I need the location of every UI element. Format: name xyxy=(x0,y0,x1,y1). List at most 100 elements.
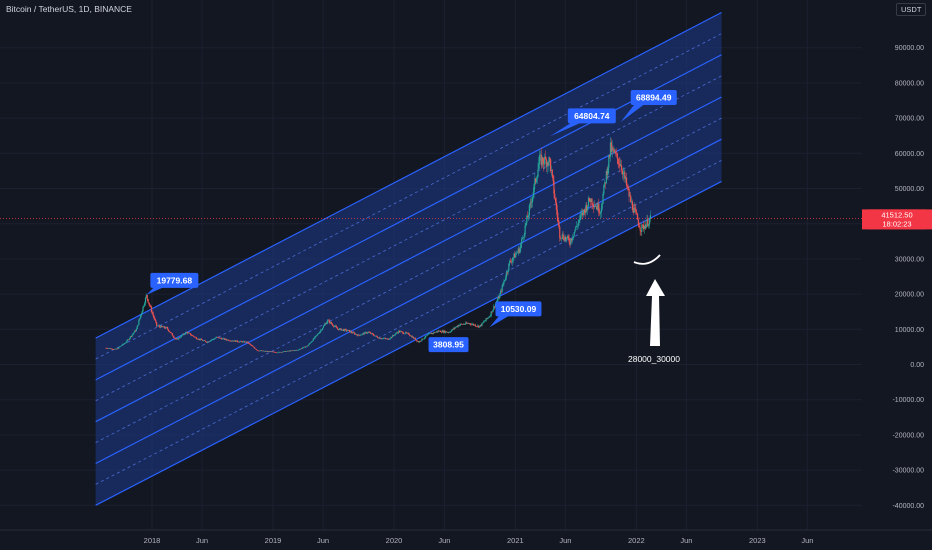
x-axis[interactable]: 2018 Jun 2019 Jun 2020 Jun 2021 Jun 2022 Jun 2023 J… xyxy=(0,529,932,550)
candle-body xyxy=(423,338,425,340)
x-tick-label: 2019 xyxy=(265,536,282,545)
candle-body xyxy=(321,329,323,331)
candle-body xyxy=(555,202,558,210)
parallel-channel[interactable] xyxy=(95,11,722,506)
candle-body xyxy=(268,351,270,352)
candle-body xyxy=(265,350,267,352)
candle-body xyxy=(414,338,416,340)
candle-body xyxy=(285,351,287,352)
candle-body xyxy=(565,236,567,240)
candle-body xyxy=(273,351,275,353)
candle-body xyxy=(346,330,348,332)
support-label: 28000_30000 xyxy=(628,354,680,364)
candle-body xyxy=(370,332,372,334)
candle-body xyxy=(646,219,648,225)
candle-body xyxy=(498,296,500,299)
candle-body xyxy=(435,331,437,333)
candle-body xyxy=(428,333,430,335)
candle-body xyxy=(375,335,377,337)
candle-body xyxy=(289,350,291,352)
candle-body xyxy=(167,329,170,332)
candle-body xyxy=(319,331,321,334)
candle-body xyxy=(300,348,302,350)
candle-body xyxy=(451,329,453,331)
candle-body xyxy=(128,339,130,341)
candle-body xyxy=(235,340,237,342)
candle-body xyxy=(343,329,346,331)
candle-body xyxy=(331,323,333,325)
candle-body xyxy=(324,323,326,325)
candle-body xyxy=(126,340,128,343)
candle-body xyxy=(401,331,403,333)
price-callout[interactable]: 68894.49 xyxy=(620,89,677,122)
candle-body xyxy=(248,343,250,344)
candle-body xyxy=(188,332,190,334)
candle-body xyxy=(514,253,516,258)
channel-line xyxy=(95,96,722,423)
candle-body xyxy=(574,229,576,233)
callout-label: 10530.09 xyxy=(501,304,537,314)
candle-body xyxy=(648,224,650,227)
candle-body xyxy=(472,323,474,325)
candle-body xyxy=(244,341,246,343)
candle-body xyxy=(374,335,376,337)
candle-body xyxy=(627,187,629,189)
candle-body xyxy=(455,327,457,329)
candle-body xyxy=(431,333,433,334)
candle-body xyxy=(271,351,273,353)
candle-body xyxy=(111,348,113,350)
candle-body xyxy=(230,340,232,342)
candle-body xyxy=(164,327,166,329)
candle-body xyxy=(535,179,538,183)
candle-body xyxy=(118,346,121,348)
price-callout[interactable]: 3808.95 xyxy=(419,337,469,353)
candle-body xyxy=(303,346,305,348)
candle-body xyxy=(343,329,345,331)
candle-body xyxy=(390,336,392,339)
candle-body xyxy=(548,157,550,166)
candle-body xyxy=(262,350,264,352)
candle-body xyxy=(310,342,312,344)
currency-badge[interactable]: USDT xyxy=(896,3,927,16)
candle-body xyxy=(321,328,324,330)
candle-body xyxy=(636,212,638,215)
price-callout[interactable]: 64804.74 xyxy=(549,108,616,137)
candle-body xyxy=(553,180,555,194)
candle-body xyxy=(156,322,158,326)
candle-body xyxy=(308,343,310,345)
candle-body xyxy=(392,335,394,338)
candle-body xyxy=(389,338,391,340)
candle-body xyxy=(283,351,285,352)
candle-body xyxy=(166,327,168,328)
price-callout[interactable]: 19779.68 xyxy=(146,272,199,295)
candle-body xyxy=(150,306,152,307)
candle-body xyxy=(497,296,499,301)
candle-body xyxy=(186,331,188,334)
candle-body xyxy=(444,330,446,333)
callout-label: 3808.95 xyxy=(433,340,464,350)
candle-body xyxy=(270,351,272,352)
y-axis[interactable]: 90000.00 80000.00 70000.00 60000.00 50000.00… xyxy=(862,0,932,550)
candle-body xyxy=(472,323,475,326)
candle-body xyxy=(550,169,553,171)
candle-body xyxy=(638,225,640,228)
candle-body xyxy=(392,335,395,336)
candle-body xyxy=(159,326,161,328)
candle-body xyxy=(391,336,393,338)
candle-body xyxy=(569,242,571,245)
candle-body xyxy=(290,350,292,352)
y-tick-label: 30000.00 xyxy=(895,256,924,263)
candle-body xyxy=(209,341,211,342)
price-callout[interactable]: 10530.09 xyxy=(489,301,542,328)
candle-body xyxy=(216,336,218,338)
candle-body xyxy=(594,205,596,207)
candle-body xyxy=(609,154,611,157)
y-tick-label: 50000.00 xyxy=(895,186,924,193)
candle-body xyxy=(399,331,401,333)
candle-body xyxy=(478,325,480,328)
candle-body xyxy=(537,169,539,177)
candle-body xyxy=(204,340,206,342)
candle-body xyxy=(234,340,236,342)
candle-body xyxy=(228,339,230,341)
